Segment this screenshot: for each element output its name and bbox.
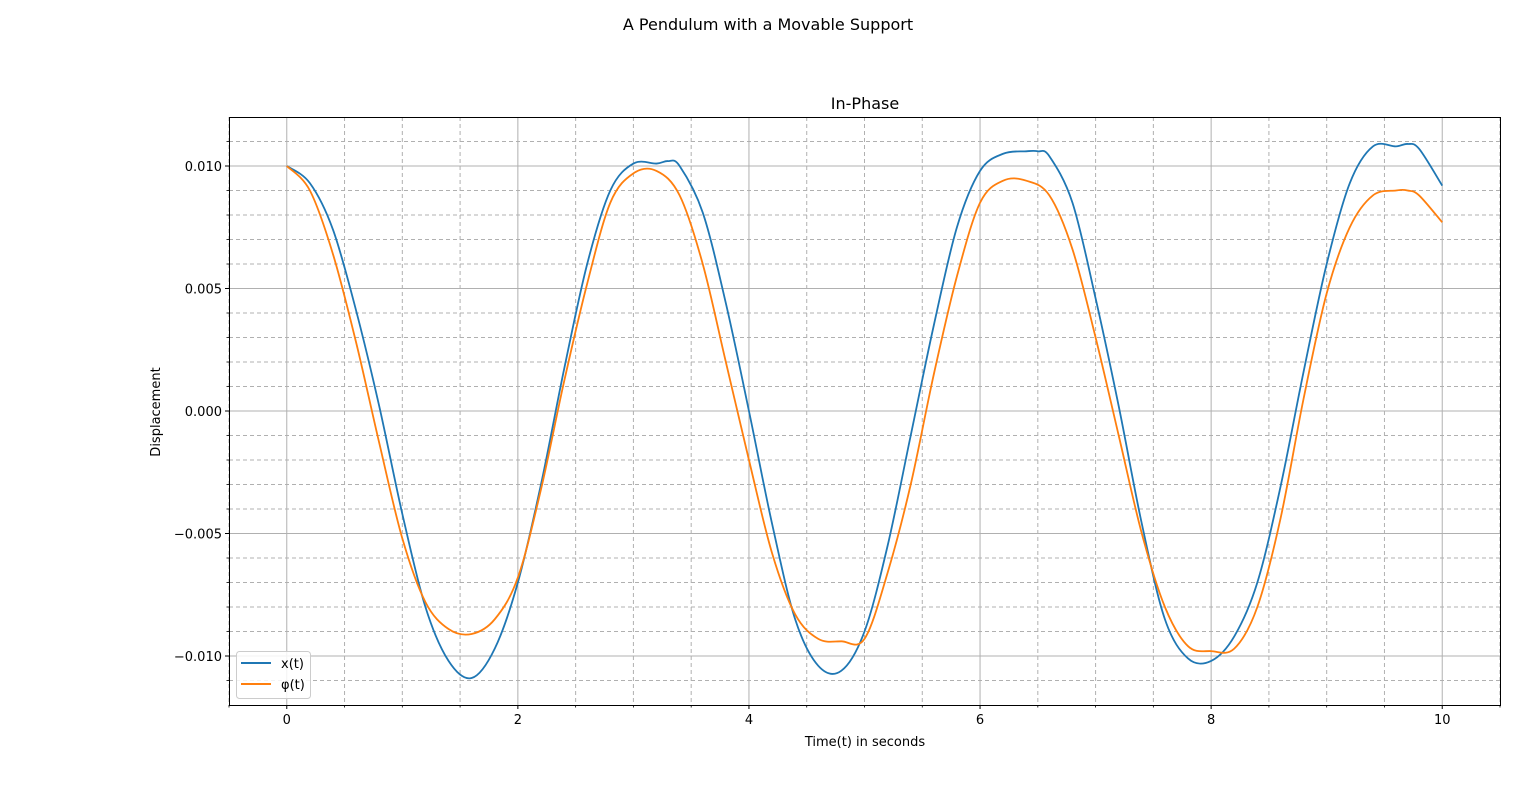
y-tick-label: −0.005 (174, 528, 222, 543)
y-axis-label: Displacement (149, 367, 164, 456)
figure-suptitle: A Pendulum with a Movable Support (623, 15, 913, 34)
y-tick-label: 0.010 (185, 160, 222, 175)
chart-title: In-Phase (831, 94, 899, 113)
series-layer (286, 142, 1443, 680)
plot-frame (229, 117, 1501, 706)
x-tick-label: 4 (745, 713, 753, 728)
y-tick-label: 0.005 (185, 283, 222, 298)
x-tick-label: 8 (1207, 713, 1215, 728)
legend: x(t) φ(t) (236, 651, 311, 699)
series-line-phi (286, 165, 1443, 654)
x-tick-label: 10 (1434, 713, 1451, 728)
x-axis-label: Time(t) in seconds (804, 735, 926, 750)
series-line-x (286, 142, 1443, 680)
legend-label-phi: φ(t) (281, 678, 305, 693)
legend-label-x: x(t) (281, 657, 304, 672)
y-tick-label: −0.010 (174, 650, 222, 665)
x-tick-label: 6 (976, 713, 984, 728)
x-tick-label: 0 (283, 713, 291, 728)
axis-ticks: 0 2 4 6 8 10 −0.010 −0.005 0.000 0.005 0.010 (174, 141, 1501, 728)
y-tick-label: 0.000 (185, 405, 222, 420)
major-grid (229, 117, 1500, 705)
x-tick-label: 2 (514, 713, 522, 728)
